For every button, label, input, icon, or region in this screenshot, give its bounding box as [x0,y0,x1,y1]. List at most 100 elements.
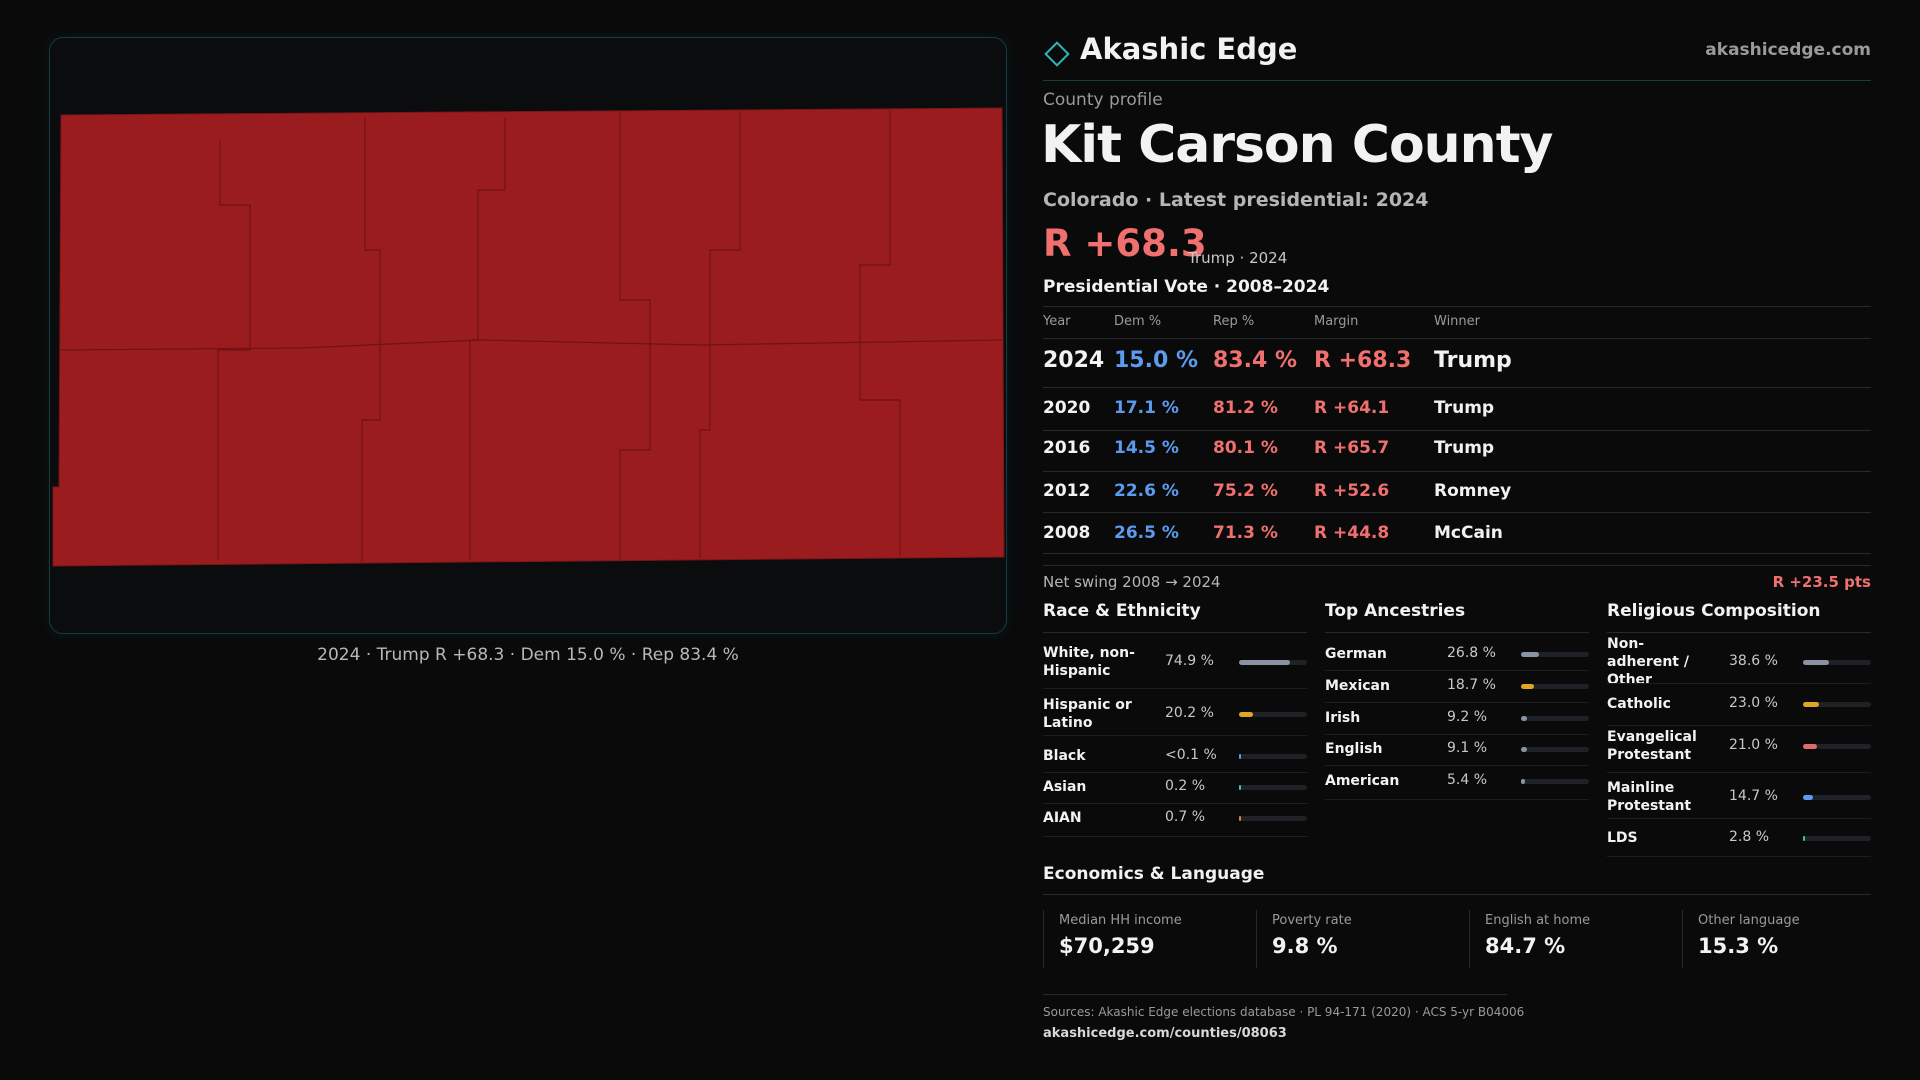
row-value: 38.6 % [1729,653,1778,669]
row-rule [1043,735,1307,736]
row-label: Mainline Protestant [1607,780,1692,814]
row-label: Hispanic or Latino [1043,697,1132,731]
table-cell: 75.2 % [1213,480,1278,501]
table-cell: 14.5 % [1114,437,1179,458]
map-caption: 2024 · Trump R +68.3 · Dem 15.0 % · Rep … [317,645,739,665]
panel-title: Religious Composition [1607,601,1821,621]
bar-track [1521,652,1589,657]
table-cell: 71.3 % [1213,522,1278,543]
table-rule [1043,565,1871,566]
row-label: Irish [1325,710,1361,726]
row-label: American [1325,773,1400,789]
row-value: 14.7 % [1729,788,1778,804]
row-rule [1043,802,1307,804]
row-label: Catholic [1607,696,1671,712]
bar-track [1239,754,1307,759]
card-value: $70,259 [1059,934,1155,958]
table-cell: Trump [1434,347,1512,373]
bar-track [1521,779,1589,784]
row-rule [1043,836,1307,837]
row-value: 0.2 % [1165,778,1206,794]
county-title: Kit Carson County [1041,115,1553,175]
bar-track [1803,660,1871,665]
county-shape [52,107,1005,567]
card-label: Other language [1698,913,1800,928]
row-value: 20.2 % [1165,705,1214,721]
table-rule [1043,430,1871,431]
row-rule [1043,688,1307,689]
table-rule [1043,553,1871,554]
bar [1239,816,1241,821]
column-header: Winner [1434,314,1481,329]
table-cell: R +68.3 [1314,347,1412,373]
panel-title: Top Ancestries [1325,601,1466,621]
row-rule [1325,799,1589,800]
table-cell: 2016 [1043,437,1091,458]
row-rule [1325,733,1589,735]
table-cell: Trump [1434,437,1495,458]
bar-track [1803,702,1871,707]
table-cell: 2008 [1043,522,1091,543]
table-cell: 2020 [1043,397,1091,418]
bar [1803,702,1819,707]
site-link[interactable]: akashicedge.com [1705,40,1871,60]
panel-rule [1043,632,1307,633]
row-rule [1607,817,1871,819]
bar-track [1239,712,1307,717]
bar-track [1239,785,1307,790]
footer-url: akashicedge.com/counties/08063 [1043,1026,1287,1041]
row-value: 9.2 % [1447,709,1488,725]
card-label: English at home [1485,913,1591,928]
row-label: English [1325,741,1383,757]
county-map [52,107,1005,567]
table-rule [1043,338,1871,339]
row-value: 5.4 % [1447,772,1488,788]
panel-rule [1325,632,1589,633]
bar [1521,779,1525,784]
economics-rule [1043,894,1871,895]
card-label: Median HH income [1059,913,1182,928]
eyebrow: County profile [1043,90,1163,110]
row-rule [1043,771,1307,773]
subtitle: Colorado · Latest presidential: 2024 [1043,189,1429,211]
row-label: German [1325,646,1387,662]
row-label: AIAN [1043,810,1082,826]
table-rule [1043,306,1871,307]
votes-title: Presidential Vote · 2008–2024 [1043,277,1330,297]
card-border [1682,910,1683,968]
bar-track [1521,684,1589,689]
row-rule [1325,670,1589,671]
swing-label: Net swing 2008 → 2024 [1043,573,1221,591]
row-value: 9.1 % [1447,740,1488,756]
table-cell: McCain [1434,522,1503,543]
brand-logo [1044,41,1070,67]
row-label: Asian [1043,779,1087,795]
table-cell: 2024 [1043,347,1105,373]
brand-name: Akashic Edge [1080,32,1298,66]
bar [1521,652,1540,657]
table-cell: 22.6 % [1114,480,1179,501]
table-cell: 80.1 % [1213,437,1278,458]
table-cell: 26.5 % [1114,522,1179,543]
row-value: 23.0 % [1729,695,1778,711]
row-label: Black [1043,748,1086,764]
bar [1803,660,1830,665]
row-rule [1607,856,1871,857]
footer-rule [1043,994,1507,995]
bar [1803,836,1805,841]
row-value: 21.0 % [1729,737,1778,753]
card-value: 9.8 % [1272,934,1338,958]
table-cell: 15.0 % [1114,347,1198,373]
column-header: Margin [1314,314,1359,329]
bar [1521,684,1534,689]
card-border [1043,910,1044,968]
bar [1803,744,1818,749]
bar [1239,712,1253,717]
bar [1803,795,1813,800]
row-rule [1607,683,1871,684]
sources: Sources: Akashic Edge elections database… [1043,1005,1525,1019]
table-rule [1043,471,1871,472]
table-cell: Trump [1434,397,1495,418]
